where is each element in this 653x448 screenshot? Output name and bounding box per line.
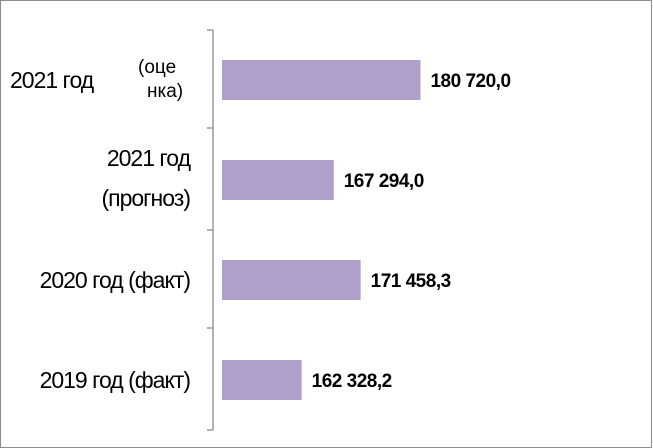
category-axis: [207, 29, 214, 431]
bar: [222, 260, 361, 300]
category-label: 2019 год (факт): [40, 367, 191, 393]
value-label: 162 328,2: [312, 371, 392, 392]
value-label: 180 720,0: [430, 71, 510, 92]
bar: [222, 360, 302, 400]
category-label: 2021 год: [107, 145, 192, 171]
category-label: (оце: [138, 57, 176, 78]
value-label: 167 294,0: [344, 171, 424, 192]
category-label: 2020 год (факт): [40, 267, 191, 293]
value-label: 171 458,3: [371, 271, 451, 292]
category-label: 2021 год: [10, 67, 95, 93]
bar: [222, 160, 334, 200]
bar: [222, 60, 421, 100]
category-label: нка): [147, 81, 183, 102]
category-label: (прогноз): [101, 185, 190, 211]
